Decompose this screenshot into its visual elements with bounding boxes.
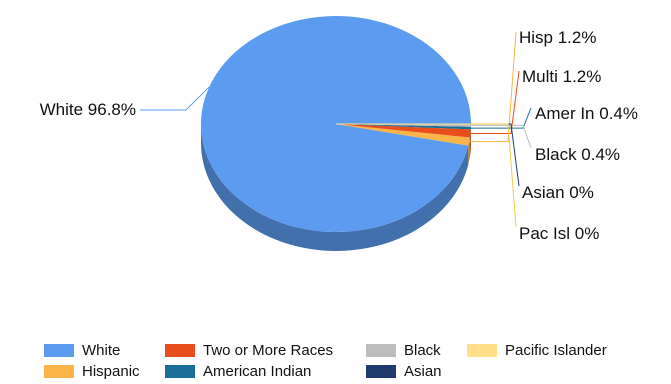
legend-swatch-white: [44, 344, 74, 357]
legend-label-two-or-more-races: Two or More Races: [203, 342, 333, 359]
legend-item-pacific-islander: Pacific Islander: [467, 342, 607, 359]
leader-white: [140, 86, 210, 111]
slice-labels: White 96.8% Hisp 1.2% Multi 1.2% Amer In 0.…: [40, 28, 638, 243]
slice-black: [336, 124, 471, 127]
label-pacific-islander: Pac Isl 0%: [519, 224, 599, 243]
leader-black: [470, 124, 532, 149]
slice-side-two-or-more-races: [469, 129, 471, 157]
legend-item-white: White: [44, 342, 120, 359]
legend-item-hispanic: Hispanic: [44, 363, 140, 380]
legend-swatch-black: [366, 344, 396, 357]
legend-swatch-two-or-more-races: [165, 344, 195, 357]
legend-swatch-pacific-islander: [467, 344, 497, 357]
legend-swatch-hispanic: [44, 365, 74, 378]
pie-side-layer: [201, 124, 471, 251]
legend-item-black: Black: [366, 342, 441, 359]
label-black: Black 0.4%: [535, 145, 620, 164]
leader-lines: [140, 31, 532, 228]
slice-side-hispanic: [468, 137, 470, 165]
legend-label-pacific-islander: Pacific Islander: [505, 342, 607, 359]
legend-label-asian: Asian: [404, 363, 442, 380]
legend-label-american-indian: American Indian: [203, 363, 311, 380]
legend-item-american-indian: American Indian: [165, 363, 311, 380]
legend-swatch-asian: [366, 365, 396, 378]
leader-hispanic: [469, 31, 517, 143]
legend-item-two-or-more-races: Two or More Races: [165, 342, 333, 359]
legend: White Two or More Races Black Pacific Islan…: [44, 342, 607, 380]
legend-label-black: Black: [404, 342, 441, 359]
legend-swatch-american-indian: [165, 365, 195, 378]
leader-pacific-islander: [470, 123, 517, 228]
label-asian: Asian 0%: [522, 183, 594, 202]
slice-hispanic: [336, 124, 470, 146]
slice-two-or-more-races: [336, 124, 471, 138]
legend-item-asian: Asian: [366, 363, 442, 380]
legend-label-hispanic: Hispanic: [82, 363, 140, 380]
leader-american-indian: [470, 107, 532, 129]
label-hispanic: Hisp 1.2%: [519, 28, 596, 47]
legend-label-white: White: [82, 342, 120, 359]
leader-two-or-more-races: [470, 70, 520, 134]
pie-top-layer: [200, 16, 471, 233]
slice-side-white: [201, 124, 469, 251]
slice-american-indian: [336, 124, 471, 130]
label-white: White 96.8%: [40, 100, 136, 119]
label-american-indian: Amer In 0.4%: [535, 104, 638, 123]
label-two-or-more-races: Multi 1.2%: [522, 67, 601, 86]
